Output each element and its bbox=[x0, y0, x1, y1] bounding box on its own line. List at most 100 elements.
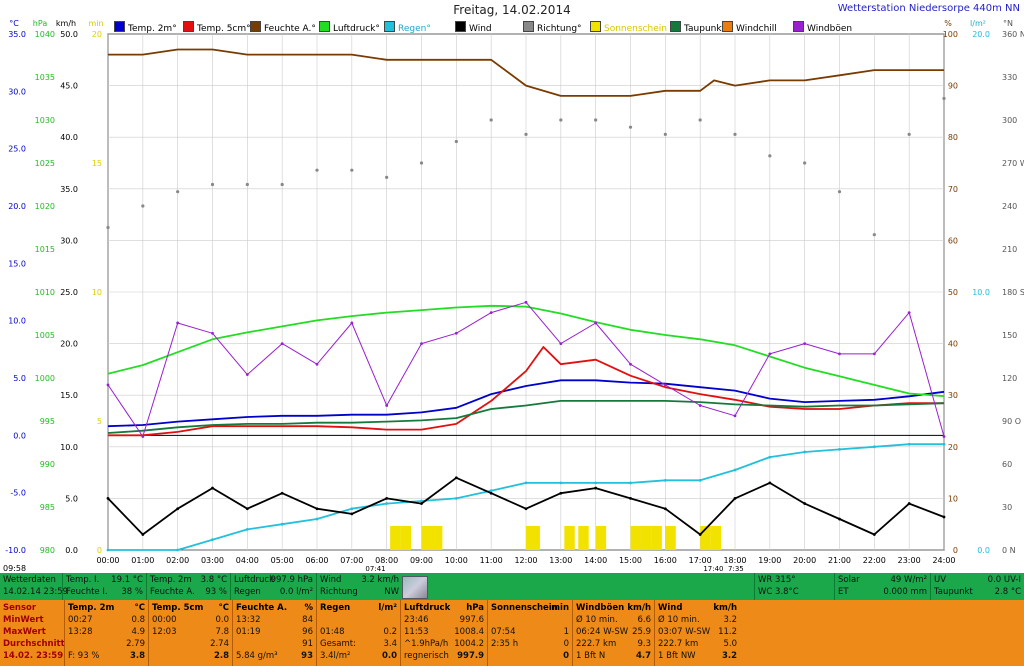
humidity-axis-tick: 20 bbox=[948, 443, 958, 452]
legend-swatch bbox=[793, 21, 804, 32]
stats-cell-value: 0.0 bbox=[381, 651, 397, 661]
pressure-axis-tick: 1005 bbox=[35, 331, 55, 340]
direction-point bbox=[524, 132, 528, 136]
direction-label: Richtung bbox=[320, 587, 358, 597]
x-tick-label: 20:00 bbox=[793, 556, 816, 565]
stats-cell-label: 01:48 bbox=[320, 627, 345, 637]
series-feuchtea-line bbox=[108, 48, 944, 97]
stats-row: 00:00 0.0 bbox=[152, 614, 229, 626]
current-label: Wetterdaten bbox=[3, 575, 56, 585]
series-point bbox=[838, 352, 841, 356]
stats-cell-value: 84 bbox=[302, 615, 313, 625]
wind-axis-tick: 35.0 bbox=[60, 185, 78, 194]
stats-cell-label: 3.4l/m² bbox=[320, 651, 351, 661]
direction-value: NW bbox=[384, 587, 399, 597]
wind-axis-tick: 20.0 bbox=[60, 340, 78, 349]
stats-cell-value: 3.2 bbox=[721, 651, 737, 661]
wind-axis-tick: 45.0 bbox=[60, 82, 78, 91]
series-regen-line bbox=[108, 443, 944, 551]
indoor-temp-label: Temp. I. bbox=[66, 575, 100, 585]
row-label-sensor: Sensor bbox=[3, 603, 37, 613]
series-point bbox=[768, 481, 772, 485]
wind-axis-tick: 50.0 bbox=[60, 30, 78, 39]
pressure-axis-tick: 995 bbox=[40, 417, 55, 426]
direction-axis-tick: 300 bbox=[1002, 116, 1017, 125]
wind-rose-label: WR 315° bbox=[758, 575, 796, 585]
x-tick-label: 14:00 bbox=[584, 556, 607, 565]
legend-swatch bbox=[590, 21, 601, 32]
direction-point bbox=[106, 225, 110, 230]
x-tick-label: 12:00 bbox=[514, 556, 537, 565]
direction-axis-tick: 90 O bbox=[1002, 417, 1021, 426]
humidity-axis-tick: 40 bbox=[948, 340, 958, 349]
x-tick-label: 04:00 bbox=[236, 556, 259, 565]
x-tick-label: 22:00 bbox=[863, 556, 886, 565]
stats-cell-label: 222.7 km bbox=[576, 639, 617, 649]
stats-cell-value: 11.2 bbox=[718, 627, 737, 637]
sunshine-bar bbox=[421, 526, 432, 550]
legend-item: Taupunkt° bbox=[670, 21, 730, 34]
solar-label: Solar bbox=[838, 575, 860, 585]
stats-cell-value: 2.74 bbox=[210, 639, 229, 649]
indoor-cell: Temp. I. 19.1 °C Feuchte I. 38 % bbox=[62, 573, 146, 600]
stats-cell-value: 6.6 bbox=[637, 615, 651, 625]
humidity-axis-tick: 0 bbox=[953, 546, 958, 555]
x-tick-label: 15:00 bbox=[619, 556, 642, 565]
temp-axis-tick: -5.0 bbox=[10, 489, 26, 498]
direction-axis-tick: 240 bbox=[1002, 202, 1017, 211]
stats-cell-label: Gesamt: bbox=[320, 639, 356, 649]
legend-label: Sonnenschein bbox=[604, 24, 667, 34]
statistics-table: Sensor MinWert MaxWert Durchschnitt 14.0… bbox=[0, 600, 1024, 666]
series-point bbox=[245, 507, 249, 511]
series-point bbox=[698, 533, 702, 536]
stats-cell-value: 0 bbox=[563, 651, 569, 661]
series-point bbox=[350, 512, 354, 516]
station-name: Wetterstation Niedersorpe 440m NN bbox=[837, 3, 1020, 14]
stats-row: 2.79 bbox=[68, 638, 145, 650]
outdoor-humidity-value: 93 % bbox=[205, 587, 227, 597]
legend-swatch bbox=[183, 21, 194, 32]
direction-axis-tick: 120 bbox=[1002, 374, 1017, 383]
rain-value: 0.0 l/m² bbox=[279, 587, 313, 597]
direction-axis-tick: 30 bbox=[1002, 503, 1012, 512]
stats-header-label: Sonnenschein bbox=[491, 603, 558, 613]
stats-cell-label: ^1.9hPa/h bbox=[404, 639, 449, 649]
wind-value: 3.2 km/h bbox=[361, 575, 399, 585]
solar-cell: Solar 49 W/m² ET 0.000 mm bbox=[834, 573, 930, 600]
stats-row: 03:07 W-SW 11.2 bbox=[658, 626, 737, 638]
series-point bbox=[106, 548, 110, 552]
pressure-axis-tick: 990 bbox=[40, 460, 55, 469]
stats-column: Feuchte A.% 13:32 84 01:19 96 91 5.84 g/m³ 93 bbox=[232, 600, 316, 666]
stats-header-unit: l/m² bbox=[378, 603, 397, 613]
stats-cell-label: 2:35 h bbox=[491, 639, 519, 649]
legend-swatch bbox=[250, 21, 261, 32]
stats-header-label: Regen bbox=[320, 603, 351, 613]
series-point bbox=[698, 478, 702, 482]
stats-row: 1 Bft NW 3.2 bbox=[658, 650, 737, 662]
stats-column-header: Feuchte A.% bbox=[236, 602, 313, 614]
direction-point bbox=[907, 132, 911, 136]
series-point bbox=[663, 383, 667, 387]
sunshine-bar bbox=[630, 526, 641, 550]
series-point bbox=[141, 533, 145, 536]
series-point bbox=[524, 300, 528, 304]
legend-label: Taupunkt° bbox=[684, 24, 730, 34]
series-point bbox=[420, 342, 423, 345]
series-point bbox=[663, 478, 667, 482]
wind-axis-tick: 15.0 bbox=[60, 391, 78, 400]
x-tick-label: 03:00 bbox=[201, 556, 224, 565]
wind-axis-tick: 0.0 bbox=[65, 546, 78, 555]
stats-row: 5.84 g/m³ 93 bbox=[236, 650, 313, 662]
series-point bbox=[559, 491, 563, 495]
stats-cell-value: 0.0 bbox=[215, 615, 229, 625]
direction-point bbox=[733, 132, 737, 136]
sunshine-bar bbox=[651, 526, 662, 550]
stats-row bbox=[320, 614, 397, 626]
x-tick-label: 00:00 bbox=[96, 556, 119, 565]
series-point bbox=[245, 527, 249, 531]
stats-cell-label: regnerisch bbox=[404, 651, 449, 661]
sunshine-bar bbox=[400, 526, 412, 550]
temp-axis-tick: 30.0 bbox=[8, 87, 26, 96]
temp-axis-tick: 20.0 bbox=[8, 202, 26, 211]
legend-label: Wind bbox=[469, 24, 492, 34]
